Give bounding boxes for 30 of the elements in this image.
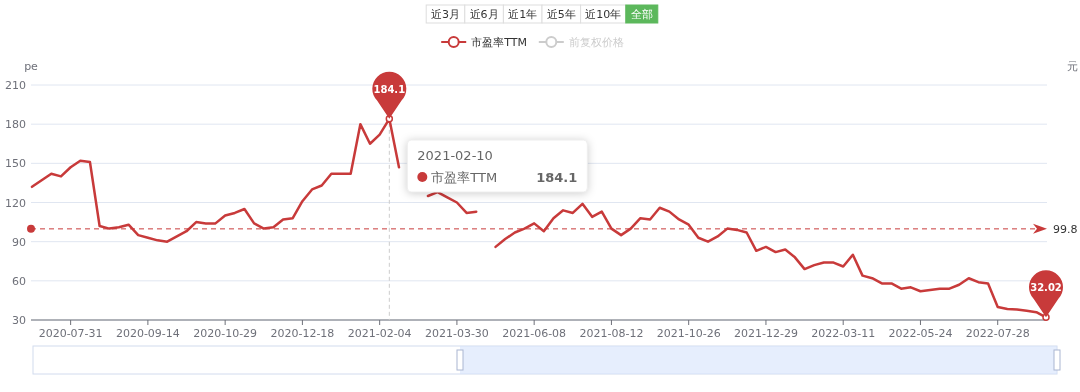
x-tick-label: 2020-07-31 [38, 327, 103, 340]
annotation: 184.1 [373, 83, 406, 95]
y-tick-label: 120 [5, 196, 26, 210]
range-buttons: 近3月 近6月 近1年 近5年 近10年 全部 [425, 4, 659, 24]
x-tick-label: 2022-05-24 [888, 327, 953, 340]
x-tick-label: 2021-02-04 [347, 327, 412, 340]
annotation: 32.02 [1030, 282, 1062, 294]
legend-label: 市盈率TTM [471, 36, 527, 49]
x-tick-label: 2022-03-11 [811, 327, 876, 340]
y-tick-label: 180 [5, 118, 26, 132]
x-tick-label: 2021-03-30 [424, 327, 489, 340]
x-tick-label: 2021-12-29 [733, 327, 798, 340]
x-tick-label: 2022-07-28 [965, 327, 1030, 340]
y2-axis-title: 元 [1067, 60, 1078, 73]
y-tick-label: 150 [5, 157, 26, 171]
y-tick-label: 30 [12, 314, 26, 327]
x-tick-label: 2020-12-18 [270, 327, 335, 340]
x-tick-label: 2021-08-12 [579, 327, 644, 340]
annotation: 184.1 [536, 170, 578, 185]
y-tick-label: 90 [12, 235, 26, 249]
x-tick-label: 2021-06-08 [502, 327, 567, 340]
x-tick-label: 2020-09-14 [115, 327, 180, 340]
y-axis-title: pe [24, 60, 39, 73]
x-tick-label: 2021-10-26 [656, 327, 721, 340]
y-tick-label: 210 [5, 79, 26, 92]
y-tick-label: 60 [12, 274, 26, 288]
ref-line-label: 99.8 [1053, 222, 1078, 236]
annotation: 2021-02-10 [417, 148, 493, 163]
annotation: 市盈率TTM [431, 170, 498, 185]
x-tick-label: 2020-10-29 [193, 327, 258, 340]
